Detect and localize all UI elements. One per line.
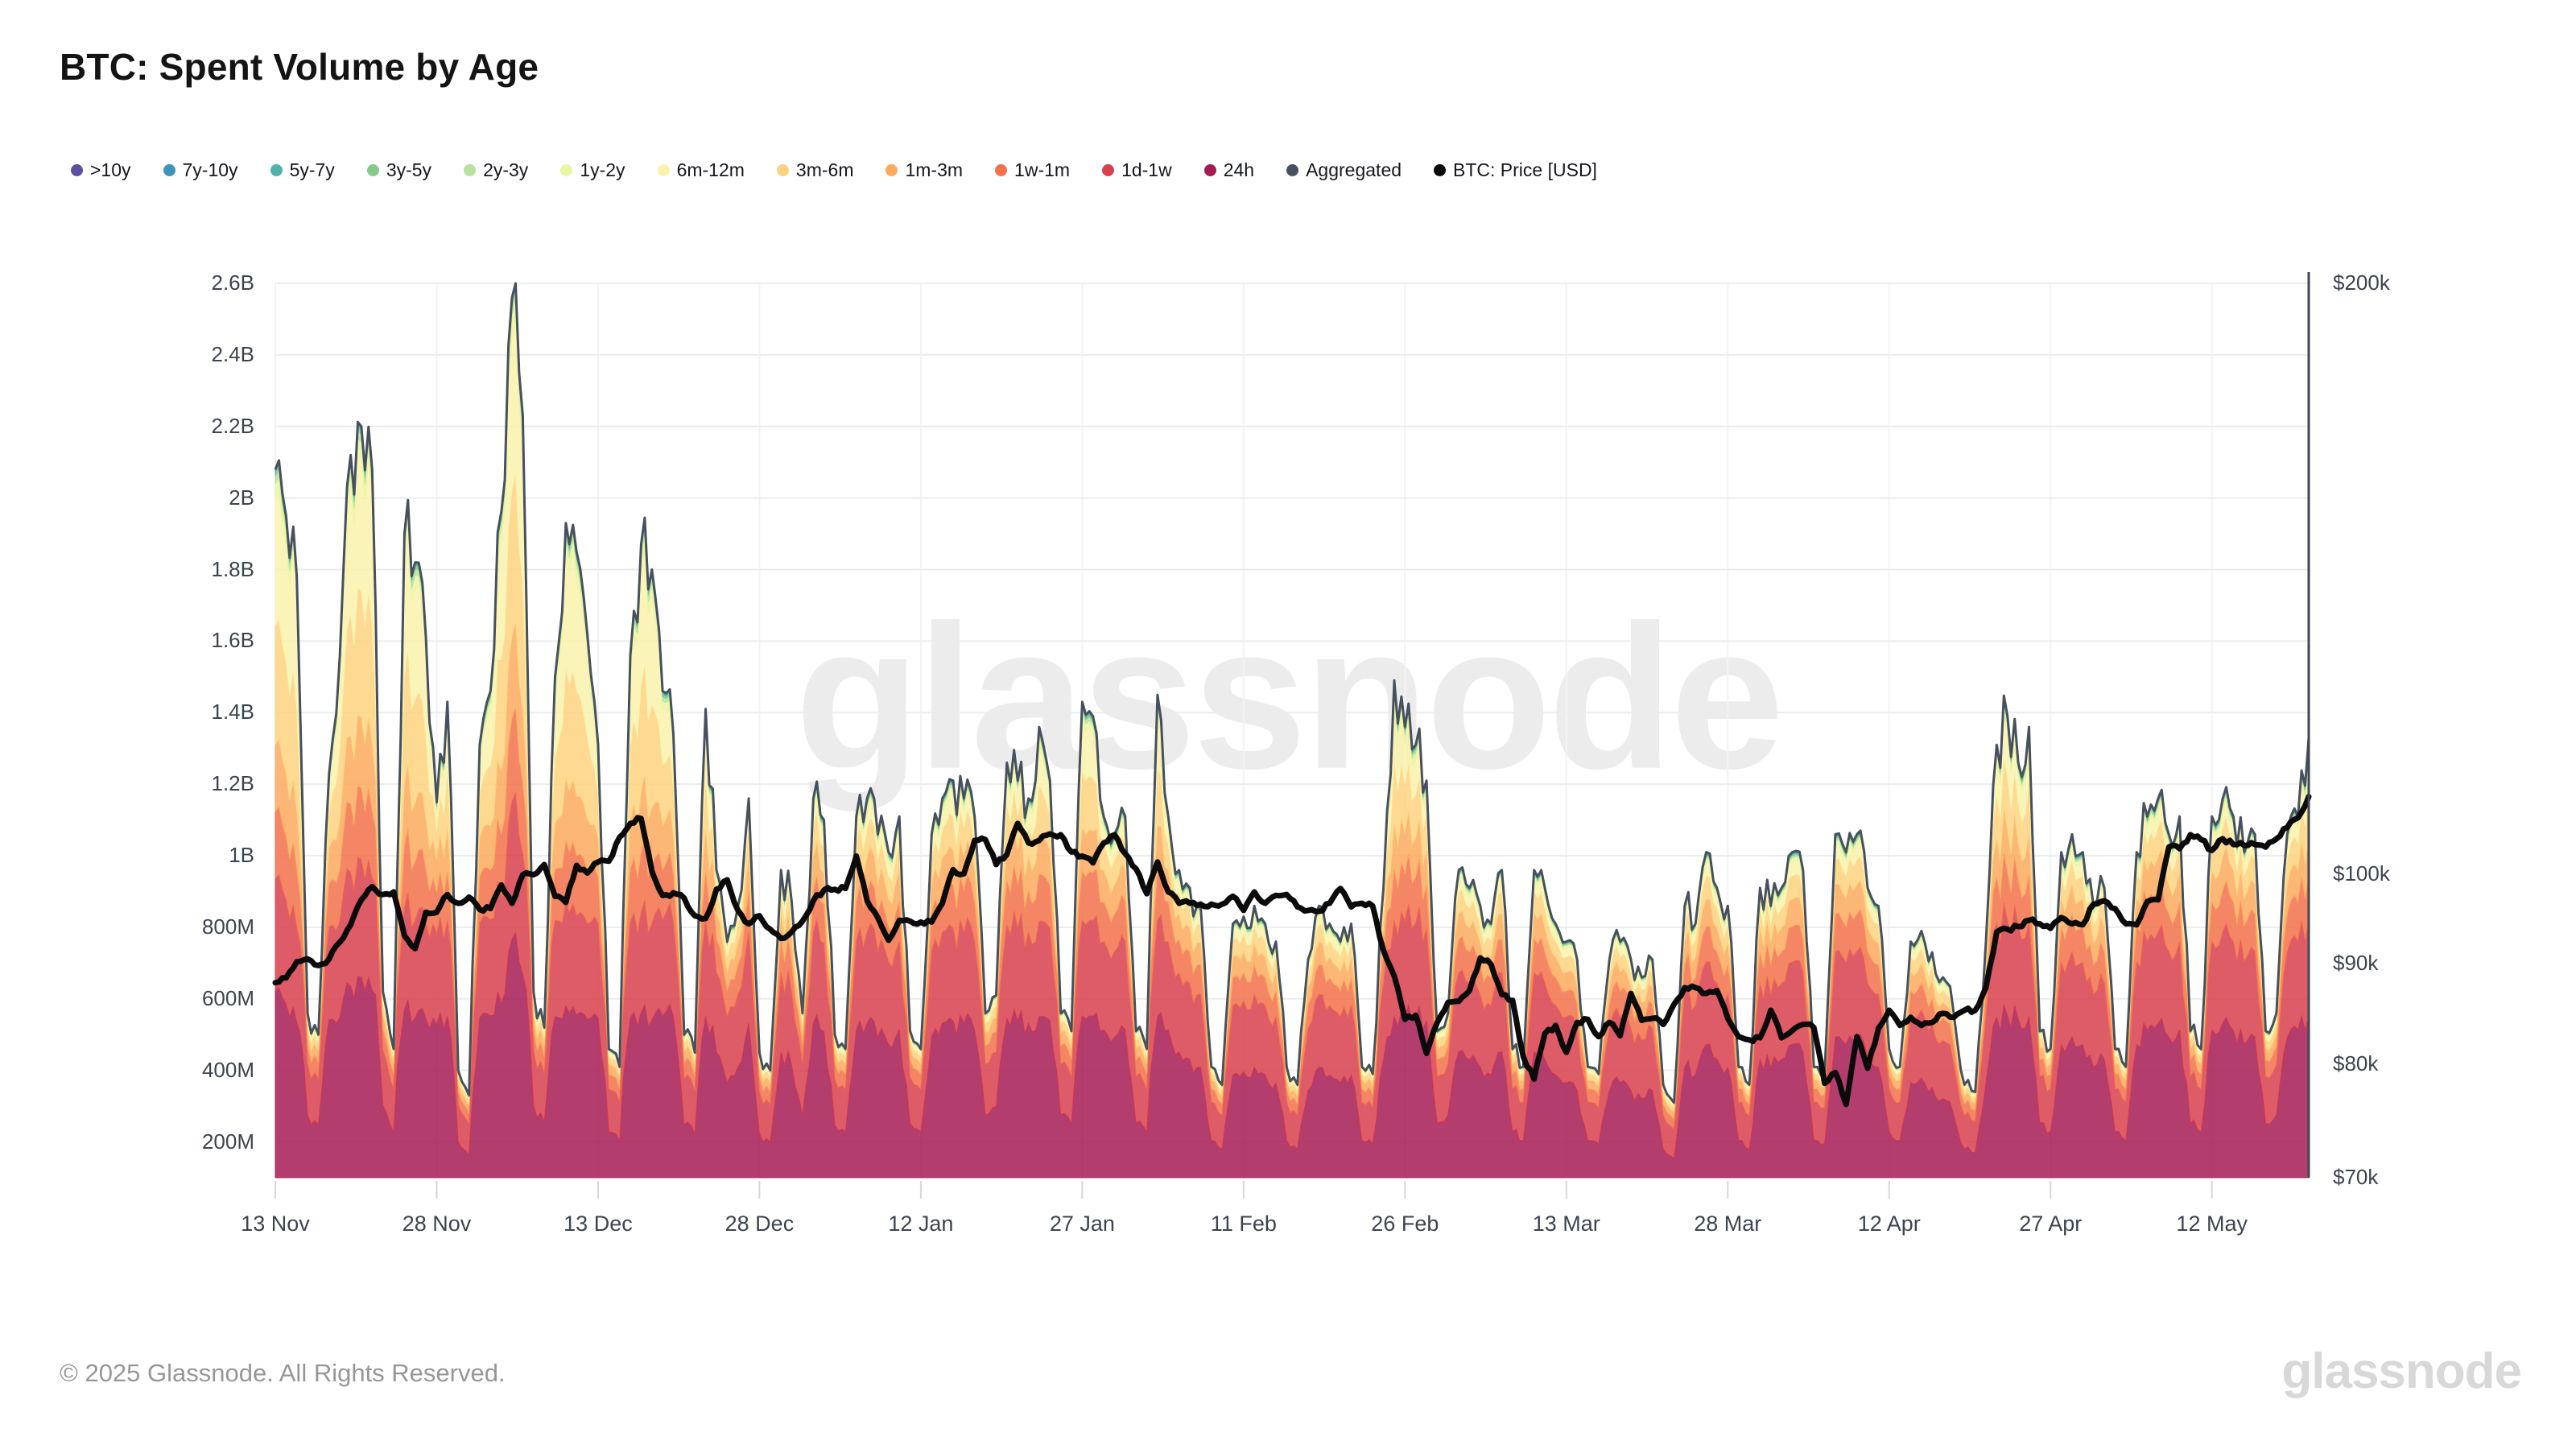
x-axis-label: 27 Apr xyxy=(2019,1212,2083,1236)
x-axis-label: 28 Nov xyxy=(402,1212,472,1236)
legend-item-label: 1y-2y xyxy=(580,159,625,180)
legend-dot-icon xyxy=(1434,164,1447,176)
y-axis-right-label: $70k xyxy=(2333,1165,2379,1189)
x-axis-label: 12 Apr xyxy=(1857,1212,1921,1236)
x-axis-label: 13 Nov xyxy=(241,1212,310,1236)
glassnode-logo: glassnode xyxy=(2281,1344,2522,1399)
legend-item-1y-2y[interactable]: 1y-2y xyxy=(560,159,625,181)
legend-dot-icon xyxy=(995,164,1008,176)
legend-item-1d-1w[interactable]: 1d-1w xyxy=(1102,159,1172,181)
y-axis-left-label: 2B xyxy=(229,485,254,510)
legend-item-label: 5y-7y xyxy=(289,159,335,180)
x-axis-label: 28 Mar xyxy=(1694,1212,1762,1236)
legend-dot-icon xyxy=(270,164,283,176)
legend-item-label: 1d-1w xyxy=(1121,159,1172,180)
legend-dot-icon xyxy=(163,164,175,176)
x-axis-label: 12 Jan xyxy=(888,1212,954,1236)
page-title: BTC: Spent Volume by Age xyxy=(60,46,539,88)
legend-item-1m-3m[interactable]: 1m-3m xyxy=(886,159,963,181)
legend-item-btc-price-usd[interactable]: BTC: Price [USD] xyxy=(1434,159,1597,181)
legend-dot-icon xyxy=(1203,164,1216,176)
legend-item-10y[interactable]: >10y xyxy=(71,159,131,181)
legend-item-7y-10y[interactable]: 7y-10y xyxy=(163,159,238,181)
y-axis-left-label: 2.2B xyxy=(211,413,255,438)
y-axis-left-label: 600M xyxy=(201,985,254,1010)
btc-price-line xyxy=(272,794,2312,1108)
y-axis-left-label: 1B xyxy=(229,843,254,868)
legend-item-label: 2y-3y xyxy=(483,159,529,180)
y-axis-left-label: 2.4B xyxy=(211,341,255,366)
y-axis-left-label: 800M xyxy=(201,914,254,939)
legend-item-6m-12m[interactable]: 6m-12m xyxy=(657,159,745,181)
legend-dot-icon xyxy=(776,164,789,176)
plot-svg xyxy=(272,272,2312,1199)
aggregated-line xyxy=(274,282,2310,1104)
x-axis-label: 11 Feb xyxy=(1210,1212,1277,1236)
legend-item-aggregated[interactable]: Aggregated xyxy=(1286,159,1402,181)
legend-item-1w-1m[interactable]: 1w-1m xyxy=(995,159,1070,181)
x-axis-label: 27 Jan xyxy=(1049,1212,1115,1236)
x-axis-label: 13 Dec xyxy=(564,1212,633,1236)
y-axis-left-label: 1.6B xyxy=(211,628,255,653)
y-axis-left-label: 2.6B xyxy=(211,270,255,295)
y-axis-left-label: 1.2B xyxy=(211,771,255,796)
y-axis-left-label: 200M xyxy=(201,1129,254,1154)
y-axis-left-label: 400M xyxy=(201,1057,254,1082)
x-axis-label: 12 May xyxy=(2176,1212,2248,1236)
legend-item-5y-7y[interactable]: 5y-7y xyxy=(270,159,335,181)
legend-item-label: Aggregated xyxy=(1306,159,1402,180)
legend-item-label: 7y-10y xyxy=(182,159,238,180)
y-axis-right-label: $90k xyxy=(2333,951,2379,976)
y-axis-left-label: 1.8B xyxy=(211,556,255,581)
y-axis-right-label: $200k xyxy=(2333,270,2390,295)
legend-item-3m-6m[interactable]: 3m-6m xyxy=(776,159,854,181)
x-axis-label: 26 Feb xyxy=(1371,1212,1439,1236)
legend-dot-icon xyxy=(1286,164,1299,176)
x-axis-label: 13 Mar xyxy=(1532,1212,1600,1236)
x-axis-label: 28 Dec xyxy=(724,1212,795,1236)
legend-dot-icon xyxy=(71,164,83,176)
legend-item-label: BTC: Price [USD] xyxy=(1453,159,1597,180)
legend-item-2y-3y[interactable]: 2y-3y xyxy=(464,159,528,181)
y-axis-right-label: $100k xyxy=(2333,861,2390,886)
legend-dot-icon xyxy=(366,164,379,176)
y-axis-right-label: $80k xyxy=(2333,1051,2379,1075)
legend-dot-icon xyxy=(464,164,477,176)
legend-dot-icon xyxy=(560,164,573,176)
legend-item-label: 24h xyxy=(1223,159,1255,180)
y-axis-left-label: 1.4B xyxy=(211,700,255,724)
legend-dot-icon xyxy=(1102,164,1115,176)
legend-item-label: 3y-5y xyxy=(386,159,432,180)
legend-item-label: 6m-12m xyxy=(676,159,745,180)
legend-dot-icon xyxy=(657,164,670,176)
glassnode-watermark: glassnode xyxy=(795,582,1784,812)
legend-dot-icon xyxy=(886,164,898,176)
plot-area[interactable] xyxy=(272,272,2312,1201)
legend-item-24h[interactable]: 24h xyxy=(1203,159,1255,181)
legend-item-label: 3m-6m xyxy=(795,159,854,180)
chart-legend: >10y 7y-10y 5y-7y 3y-5y 2y-3y 1y-2y 6m-12m 3m-6… xyxy=(71,159,1597,181)
copyright-text: © 2025 Glassnode. All Rights Reserved. xyxy=(60,1359,506,1387)
legend-item-label: 1w-1m xyxy=(1014,159,1071,180)
legend-item-label: >10y xyxy=(90,159,131,180)
legend-item-label: 1m-3m xyxy=(905,159,964,180)
legend-item-3y-5y[interactable]: 3y-5y xyxy=(366,159,432,181)
